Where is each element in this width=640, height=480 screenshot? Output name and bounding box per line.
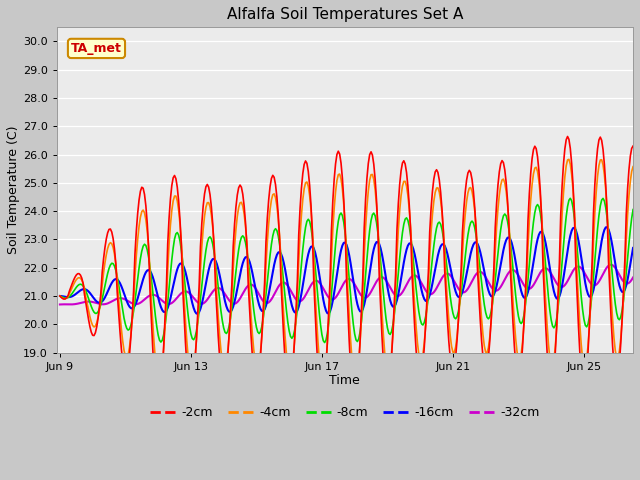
Y-axis label: Soil Temperature (C): Soil Temperature (C): [7, 126, 20, 254]
Text: TA_met: TA_met: [71, 42, 122, 55]
Title: Alfalfa Soil Temperatures Set A: Alfalfa Soil Temperatures Set A: [227, 7, 463, 22]
Legend: -2cm, -4cm, -8cm, -16cm, -32cm: -2cm, -4cm, -8cm, -16cm, -32cm: [145, 401, 545, 424]
X-axis label: Time: Time: [330, 374, 360, 387]
